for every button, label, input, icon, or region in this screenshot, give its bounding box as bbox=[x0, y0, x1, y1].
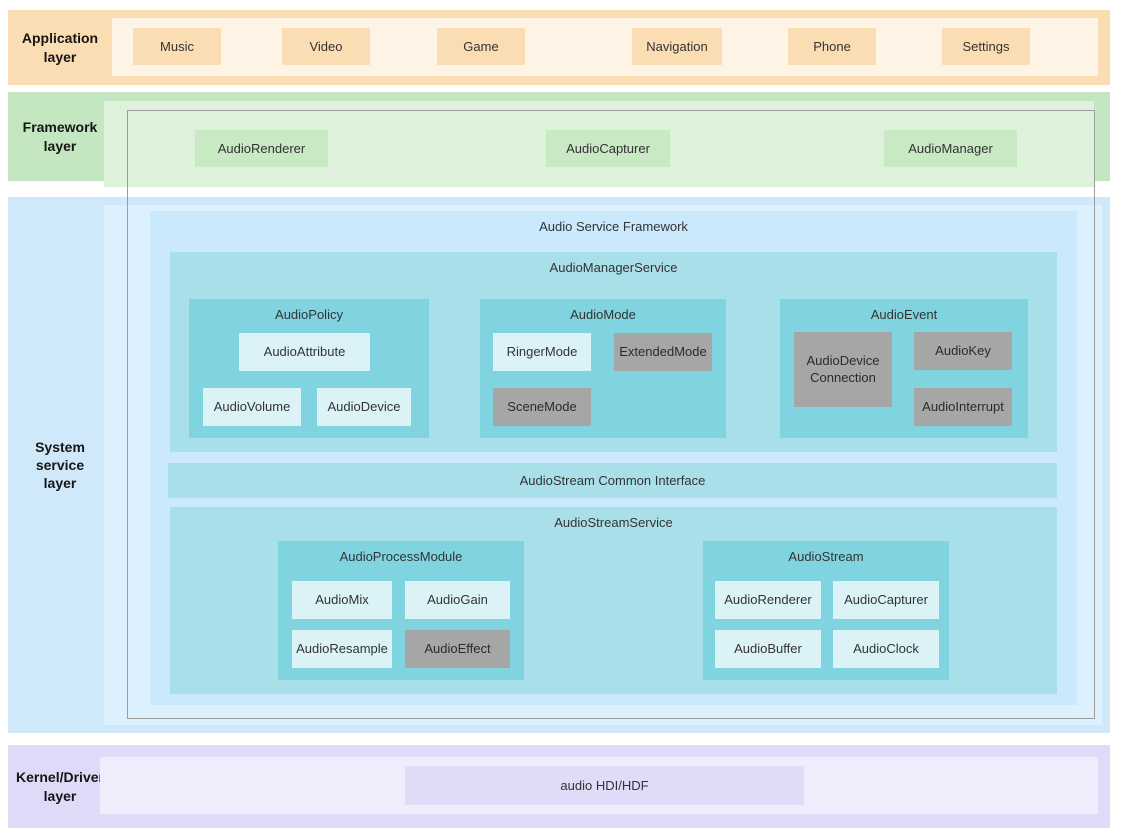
audiostream-common-interface-strip: AudioStream Common Interface bbox=[168, 463, 1057, 498]
leaf-box-ringermode: RingerMode bbox=[493, 333, 591, 371]
leaf-box-audiocapturer: AudioCapturer bbox=[833, 581, 939, 619]
framework-layer-label: Framework layer bbox=[8, 92, 112, 181]
leaf-box-audiodevice-connection: AudioDevice Connection bbox=[794, 332, 892, 407]
system-service-layer-label: System service layer bbox=[8, 197, 112, 733]
audio-service-framework-title: Audio Service Framework bbox=[539, 219, 688, 234]
app-box-navigation: Navigation bbox=[632, 28, 722, 65]
leaf-box-audiovolume: AudioVolume bbox=[203, 388, 301, 426]
application-layer: Application layer Music Video Game Navig… bbox=[8, 10, 1110, 85]
application-layer-label: Application layer bbox=[8, 10, 112, 85]
kernel-driver-layer-label: Kernel/Driver layer bbox=[8, 745, 112, 828]
framework-modules-panel: AudioRenderer AudioCapturer AudioManager bbox=[104, 101, 1094, 187]
audio-policy-title: AudioPolicy bbox=[275, 307, 343, 322]
app-box-game: Game bbox=[437, 28, 525, 65]
framework-layer: Framework layer AudioRenderer AudioCaptu… bbox=[8, 92, 1110, 187]
application-apps-panel: Music Video Game Navigation Phone Settin… bbox=[112, 18, 1098, 76]
audio-process-module-group: AudioProcessModule AudioMix AudioGain Au… bbox=[278, 541, 524, 680]
leaf-box-audiointerrupt: AudioInterrupt bbox=[914, 388, 1012, 426]
kernel-driver-layer: Kernel/Driver layer audio HDI/HDF bbox=[8, 745, 1110, 828]
leaf-box-audioeffect: AudioEffect bbox=[405, 630, 510, 668]
module-box-audiomanager: AudioManager bbox=[884, 130, 1017, 167]
audio-mode-title: AudioMode bbox=[570, 307, 636, 322]
leaf-box-audiodevice: AudioDevice bbox=[317, 388, 411, 426]
leaf-box-scenemode: SceneMode bbox=[493, 388, 591, 426]
audio-stream-service-title: AudioStreamService bbox=[554, 515, 673, 530]
app-box-settings: Settings bbox=[942, 28, 1030, 65]
audio-policy-group: AudioPolicy AudioAttribute AudioVolume A… bbox=[189, 299, 429, 438]
audio-mode-group: AudioMode RingerMode ExtendedMode SceneM… bbox=[480, 299, 726, 438]
audio-process-module-title: AudioProcessModule bbox=[339, 549, 463, 564]
audio-hdi-hdf-box: audio HDI/HDF bbox=[405, 766, 804, 805]
kernel-driver-panel: audio HDI/HDF bbox=[100, 757, 1098, 814]
leaf-box-extendedmode: ExtendedMode bbox=[614, 333, 712, 371]
leaf-box-audiogain: AudioGain bbox=[405, 581, 510, 619]
leaf-box-audioresample: AudioResample bbox=[292, 630, 392, 668]
audio-stream-group: AudioStream AudioRenderer AudioCapturer … bbox=[703, 541, 949, 680]
audio-event-group: AudioEvent AudioDevice Connection AudioK… bbox=[780, 299, 1028, 438]
leaf-box-audiorenderer: AudioRenderer bbox=[715, 581, 821, 619]
application-layer-label-text: Application layer bbox=[21, 30, 99, 65]
audio-manager-service-title: AudioManagerService bbox=[549, 260, 678, 275]
app-box-video: Video bbox=[282, 28, 370, 65]
leaf-box-audioclock: AudioClock bbox=[833, 630, 939, 668]
module-box-audiorenderer: AudioRenderer bbox=[195, 130, 328, 167]
system-service-layer: System service layer Audio Service Frame… bbox=[8, 197, 1110, 733]
audio-stream-service-box: AudioStreamService AudioProcessModule Au… bbox=[170, 507, 1057, 694]
leaf-box-audiokey: AudioKey bbox=[914, 332, 1012, 370]
system-service-layer-label-text: System service layer bbox=[35, 438, 85, 492]
audio-event-title: AudioEvent bbox=[870, 307, 938, 322]
audio-stream-title: AudioStream bbox=[788, 549, 864, 564]
leaf-box-audiomix: AudioMix bbox=[292, 581, 392, 619]
audio-manager-service-box: AudioManagerService AudioPolicy AudioAtt… bbox=[170, 252, 1057, 452]
module-box-audiocapturer: AudioCapturer bbox=[546, 130, 670, 167]
app-box-music: Music bbox=[133, 28, 221, 65]
leaf-box-audiobuffer: AudioBuffer bbox=[715, 630, 821, 668]
framework-layer-label-text: Framework layer bbox=[22, 119, 98, 154]
app-box-phone: Phone bbox=[788, 28, 876, 65]
leaf-box-audioattribute: AudioAttribute bbox=[239, 333, 370, 371]
audio-service-framework-box: Audio Service Framework AudioManagerServ… bbox=[150, 211, 1077, 705]
kernel-driver-layer-label-text: Kernel/Driver layer bbox=[16, 769, 104, 804]
